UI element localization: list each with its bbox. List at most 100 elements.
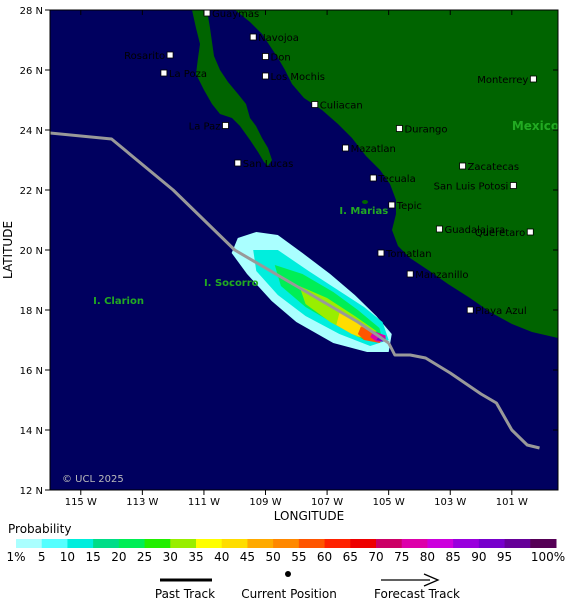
lat-tick-label: 14 N [20, 426, 43, 437]
city-marker [203, 10, 211, 17]
city-label: Mazatlan [351, 144, 396, 155]
colorbar-swatch [118, 539, 146, 548]
city-marker [249, 33, 257, 41]
lon-tick-label: 115 W [65, 497, 97, 508]
city-marker [342, 144, 349, 152]
city-marker [369, 174, 377, 182]
city-marker [396, 125, 403, 132]
colorbar-swatch [16, 539, 43, 548]
colorbar-swatch [427, 539, 454, 548]
probability-colorbar: 1% 5 10 15 20 25 30 35 40 45 50 55 60 65 70 75 80 85 90 95 1… [6, 539, 565, 564]
baja-california [192, 10, 272, 166]
city-marker [509, 182, 517, 189]
copyright-text: © UCL 2025 [62, 474, 124, 485]
lat-tick-label: 20 N [20, 246, 43, 257]
city-label: La Paz [189, 122, 221, 133]
city-markers: Guaymas Navojoa Rosarito Don La Poza Los Moch… [124, 9, 537, 317]
city-marker [262, 72, 269, 80]
city-marker [526, 228, 534, 236]
city-marker [234, 159, 242, 167]
past-track-legend-label: Past Track [155, 587, 215, 601]
colorbar-swatch [273, 539, 300, 548]
lon-tick-label: 107 W [311, 497, 343, 508]
colorbar-swatch [221, 539, 248, 548]
colorbar-label: 35 [188, 550, 203, 564]
city-marker [311, 101, 319, 108]
colorbar-swatch [196, 539, 223, 548]
colorbar-swatch [530, 539, 557, 548]
city-marker [406, 270, 414, 278]
colorbar-label: 40 [214, 550, 229, 564]
lat-tick-label: 18 N [20, 306, 43, 317]
lon-tick-label: 105 W [373, 497, 405, 508]
past-track-line [50, 131, 390, 345]
isla-socorro [229, 283, 233, 287]
city-label: Durango [404, 125, 447, 136]
region-label: I. Marias [339, 206, 388, 217]
colorbar-label: 30 [163, 550, 178, 564]
city-label: Queretaro [475, 228, 525, 239]
city-label: Tepic [396, 201, 422, 212]
colorbar-label: 100% [531, 550, 565, 564]
current-position-legend-dot [285, 571, 291, 577]
forecast-track-legend-label: Forecast Track [374, 587, 460, 601]
colorbar-label: 80 [420, 550, 435, 564]
city-marker [459, 162, 466, 170]
city-label: Guadalajara [444, 225, 505, 236]
x-axis-title: LONGITUDE [274, 509, 344, 523]
colorbar-label: 90 [471, 550, 486, 564]
city-label: Tomatlan [385, 249, 432, 260]
city-label: Don [271, 53, 291, 64]
colorbar-swatch [350, 539, 377, 548]
city-label: Monterrey [477, 75, 528, 86]
country-label: Mexico [512, 119, 559, 133]
region-labels: I. Marias I. Socorro I. Clarion [93, 206, 388, 307]
latitude-ticks: 28 N 26 N 24 N 22 N 20 N 18 N 16 N 14 N 12 N [20, 6, 558, 497]
city-marker [166, 51, 174, 59]
city-label: Guaymas [212, 9, 259, 20]
colorbar-label: 50 [266, 550, 281, 564]
city-marker [466, 306, 474, 314]
current-position-legend-label: Current Position [241, 587, 337, 601]
city-marker [529, 75, 537, 83]
lon-tick-label: 101 W [496, 497, 528, 508]
lat-tick-label: 16 N [20, 366, 43, 377]
colorbar-label: 70 [368, 550, 383, 564]
lon-tick-label: 109 W [249, 497, 281, 508]
colorbar-label: 45 [240, 550, 255, 564]
forecast-track-legend-arrow [381, 573, 440, 587]
city-label: Zacatecas [468, 162, 520, 173]
colorbar-swatch [478, 539, 506, 548]
y-axis-title: LATITUDE [1, 221, 15, 279]
colorbar-swatch [324, 539, 351, 548]
colorbar-swatch [41, 539, 68, 548]
colorbar-label: 85 [446, 550, 461, 564]
colorbar-swatch [453, 539, 480, 548]
colorbar-swatch [144, 539, 171, 548]
mexico-mainland [235, 10, 558, 338]
city-label: Manzanillo [415, 270, 468, 281]
colorbar-swatch [247, 539, 274, 548]
colorbar-label: 75 [394, 550, 409, 564]
lon-tick-label: 103 W [434, 497, 466, 508]
city-label: Navojoa [258, 33, 299, 44]
legend-title: Probability [8, 522, 71, 536]
colorbar-label: 55 [291, 550, 306, 564]
lat-tick-label: 26 N [20, 66, 43, 77]
region-label: I. Socorro [204, 278, 259, 289]
forecast-track-line [387, 342, 540, 450]
colorbar-label: 65 [343, 550, 358, 564]
colorbar-swatch [67, 539, 94, 548]
city-label: Rosarito [124, 51, 165, 62]
colorbar-label: 1% [6, 550, 25, 564]
colorbar-swatch [376, 539, 403, 548]
lat-tick-label: 12 N [20, 486, 43, 497]
city-marker [377, 249, 385, 257]
colorbar-label: 60 [317, 550, 332, 564]
region-label: I. Clarion [93, 296, 144, 307]
islas-marias [362, 200, 368, 204]
city-marker [222, 122, 229, 129]
lon-tick-label: 113 W [126, 497, 158, 508]
colorbar-label: 10 [60, 550, 75, 564]
